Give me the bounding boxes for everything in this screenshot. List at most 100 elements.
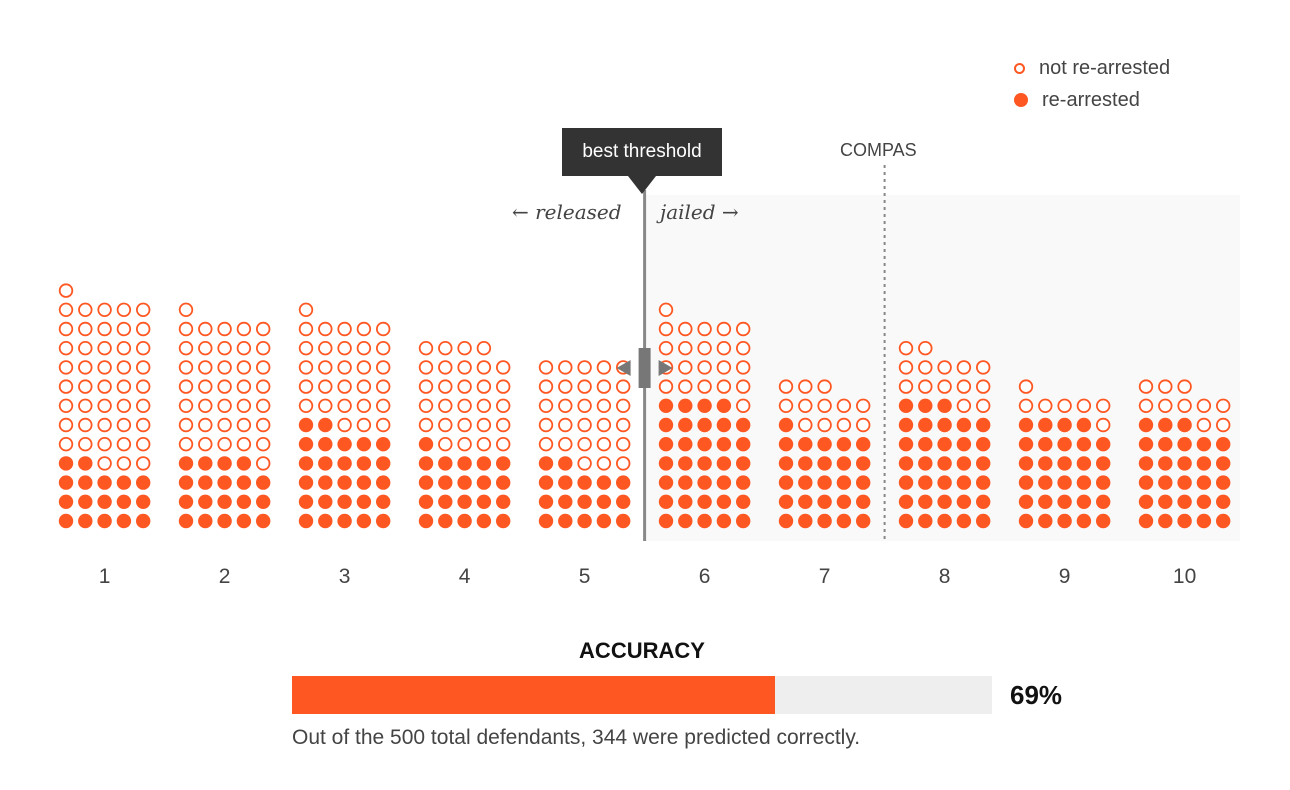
re-arrested-dot <box>1018 437 1034 452</box>
re-arrested-dot <box>457 494 472 509</box>
re-arrested-dot <box>976 437 991 452</box>
re-arrested-dot <box>337 513 352 529</box>
re-arrested-dot <box>678 398 693 413</box>
re-arrested-dot <box>318 456 333 471</box>
re-arrested-dot <box>337 456 352 471</box>
not-re-arrested-dot <box>918 341 933 356</box>
not-re-arrested-dot <box>376 417 391 433</box>
re-arrested-dot <box>496 494 511 509</box>
re-arrested-dot <box>856 475 871 490</box>
not-re-arrested-dot <box>658 321 674 337</box>
re-arrested-dot <box>956 417 972 433</box>
re-arrested-dot <box>898 475 914 490</box>
re-arrested-dot <box>318 437 333 452</box>
not-re-arrested-dot <box>1158 398 1173 414</box>
re-arrested-dot <box>976 456 991 471</box>
not-re-arrested-dot <box>577 379 592 394</box>
not-re-arrested-dot <box>457 341 472 356</box>
threshold-left-arrow-icon[interactable] <box>616 360 631 376</box>
re-arrested-dot <box>1038 456 1053 471</box>
re-arrested-dot <box>538 513 554 529</box>
not-re-arrested-dot <box>937 360 952 375</box>
re-arrested-dot <box>798 456 813 471</box>
not-re-arrested-dot <box>898 379 914 394</box>
re-arrested-dot <box>178 456 194 471</box>
re-arrested-dot <box>1038 494 1053 509</box>
re-arrested-dot <box>136 494 151 509</box>
re-arrested-dot <box>856 494 871 509</box>
not-re-arrested-dot <box>337 341 352 356</box>
re-arrested-dot <box>1057 437 1072 452</box>
re-arrested-dot <box>1057 475 1072 490</box>
threshold-right-arrow-icon[interactable] <box>658 360 673 376</box>
x-tick-label: 9 <box>1059 565 1071 588</box>
re-arrested-dot <box>476 494 492 509</box>
threshold-handle[interactable] <box>638 348 651 388</box>
not-re-arrested-dot <box>337 360 352 375</box>
re-arrested-dot <box>298 475 314 490</box>
jailed-label: jailed → <box>660 200 739 224</box>
not-re-arrested-dot <box>217 398 232 414</box>
re-arrested-dot <box>457 513 472 529</box>
re-arrested-dot <box>337 494 352 509</box>
re-arrested-dot <box>716 417 732 433</box>
re-arrested-dot <box>318 494 333 509</box>
not-re-arrested-dot <box>58 283 74 298</box>
not-re-arrested-dot <box>956 398 972 414</box>
re-arrested-dot <box>418 456 434 471</box>
not-re-arrested-dot <box>178 379 194 394</box>
re-arrested-dot <box>418 475 434 490</box>
re-arrested-dot <box>376 456 391 471</box>
re-arrested-dot <box>1196 437 1212 452</box>
re-arrested-dot <box>1096 513 1111 529</box>
re-arrested-dot <box>178 513 194 529</box>
re-arrested-dot <box>678 417 693 433</box>
re-arrested-dot <box>678 494 693 509</box>
not-re-arrested-dot <box>318 321 333 337</box>
re-arrested-dot <box>716 513 732 529</box>
re-arrested-dot <box>716 475 732 490</box>
not-re-arrested-dot <box>236 379 252 394</box>
re-arrested-dot <box>178 494 194 509</box>
re-arrested-dot <box>356 494 372 509</box>
not-re-arrested-dot <box>78 379 93 394</box>
re-arrested-dot <box>856 437 871 452</box>
released-label: ← released <box>512 200 622 224</box>
re-arrested-dot <box>418 437 434 452</box>
not-re-arrested-dot <box>236 398 252 414</box>
not-re-arrested-dot <box>116 321 132 337</box>
re-arrested-dot <box>356 513 372 529</box>
not-re-arrested-dot <box>476 379 492 394</box>
not-re-arrested-dot <box>918 379 933 394</box>
not-re-arrested-dot <box>856 398 871 414</box>
re-arrested-dot <box>318 417 333 433</box>
re-arrested-dot <box>937 417 952 433</box>
not-re-arrested-dot <box>476 360 492 375</box>
not-re-arrested-dot <box>716 379 732 394</box>
re-arrested-dot <box>558 494 573 509</box>
re-arrested-dot <box>736 437 751 452</box>
re-arrested-dot <box>697 475 712 490</box>
not-re-arrested-dot <box>476 341 492 356</box>
re-arrested-dot <box>836 513 852 529</box>
re-arrested-dot <box>937 475 952 490</box>
re-arrested-dot <box>856 456 871 471</box>
not-re-arrested-dot <box>577 398 592 414</box>
re-arrested-dot <box>558 475 573 490</box>
not-re-arrested-dot <box>1215 398 1231 414</box>
not-re-arrested-dot <box>658 341 674 356</box>
re-arrested-dot <box>236 456 252 471</box>
not-re-arrested-dot <box>418 379 434 394</box>
re-arrested-dot <box>58 456 74 471</box>
re-arrested-dot <box>97 475 112 490</box>
re-arrested-dot <box>1177 475 1192 490</box>
re-arrested-dot <box>1138 417 1154 433</box>
not-re-arrested-dot <box>376 379 391 394</box>
re-arrested-dot <box>217 475 232 490</box>
tooltip-pointer <box>628 176 656 194</box>
not-re-arrested-dot <box>217 379 232 394</box>
re-arrested-dot <box>1018 513 1034 529</box>
not-re-arrested-dot <box>337 379 352 394</box>
re-arrested-dot <box>678 513 693 529</box>
